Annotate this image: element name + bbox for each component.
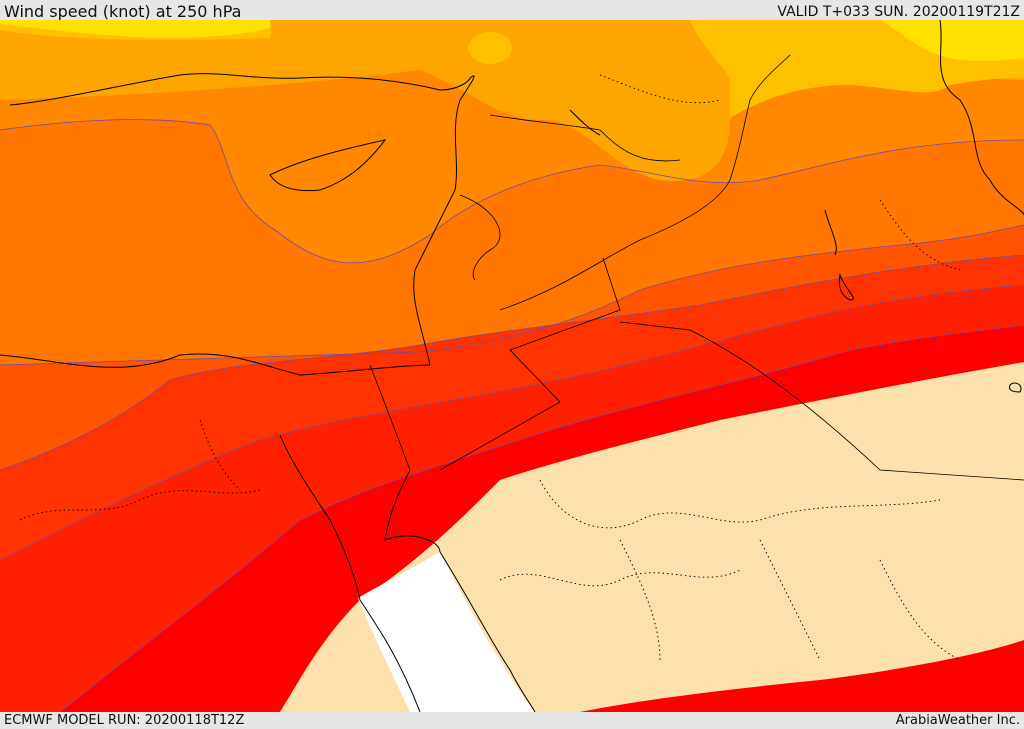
model-run: ECMWF MODEL RUN: 20200118T12Z: [4, 713, 245, 728]
coastlines: [0, 20, 1024, 712]
contour-lines: [0, 119, 1024, 712]
map-title: Wind speed (knot) at 250 hPa: [4, 2, 242, 21]
band-amber-spot: [468, 32, 512, 64]
band-yellow-ne: [880, 20, 1024, 61]
valid-time: VALID T+033 SUN. 20200119T21Z: [777, 4, 1020, 20]
header-bar: Wind speed (knot) at 250 hPa VALID T+033…: [0, 0, 1024, 20]
wind-speed-map[interactable]: [0, 20, 1024, 712]
credit: ArabiaWeather Inc.: [895, 713, 1020, 728]
footer-bar: ECMWF MODEL RUN: 20200118T12Z ArabiaWeat…: [0, 712, 1024, 729]
borders: [369, 54, 1024, 481]
internal-boundaries: [19, 74, 961, 661]
band-yellow: [0, 20, 270, 38]
